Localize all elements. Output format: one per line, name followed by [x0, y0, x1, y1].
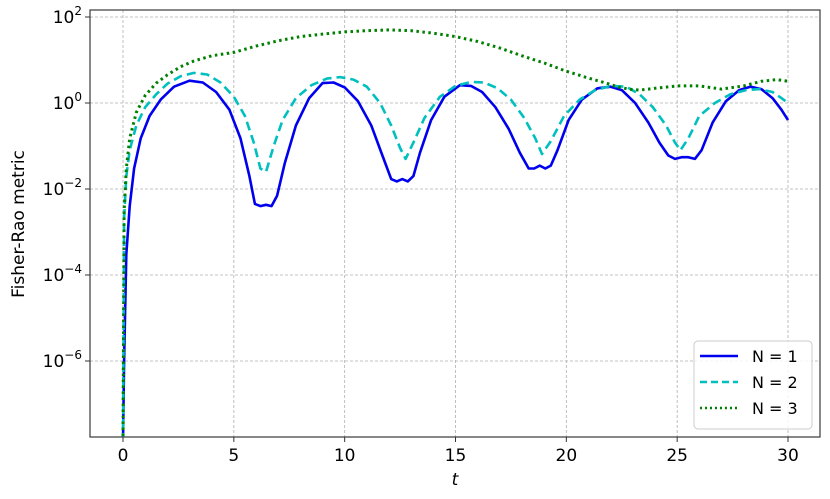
x-tick-label: 30	[777, 446, 799, 466]
legend: N = 1 N = 2 N = 3	[693, 340, 813, 430]
x-tick-label: 0	[118, 446, 129, 466]
x-axis-label: t	[452, 470, 460, 490]
y-tick-label: 10−2	[43, 176, 82, 200]
y-tick-label: 102	[53, 4, 82, 28]
y-tick-label: 100	[53, 90, 82, 114]
x-tick-label: 25	[666, 446, 688, 466]
x-tick-label: 5	[228, 446, 239, 466]
series-line-n2	[121, 71, 789, 437]
x-tick-label: 20	[556, 446, 578, 466]
x-tick-label: 15	[445, 446, 467, 466]
x-tick-label: 10	[334, 446, 356, 466]
y-axis-ticks: 102 100 10−2 10−4 10−6	[43, 4, 90, 372]
series-line-n3	[121, 28, 789, 437]
legend-label: N = 1	[752, 347, 798, 366]
grid-lines	[90, 10, 820, 437]
x-axis-ticks: 0 5 10 15 20 25 30	[118, 437, 799, 466]
y-axis-label: Fisher-Rao metric	[9, 150, 29, 298]
y-tick-label: 10−4	[43, 262, 82, 286]
legend-label: N = 3	[752, 399, 798, 418]
y-tick-label: 10−6	[43, 348, 82, 372]
legend-label: N = 2	[752, 373, 798, 392]
series-line-n1	[121, 79, 790, 437]
legend-box	[693, 340, 813, 430]
plot-series	[121, 28, 790, 437]
